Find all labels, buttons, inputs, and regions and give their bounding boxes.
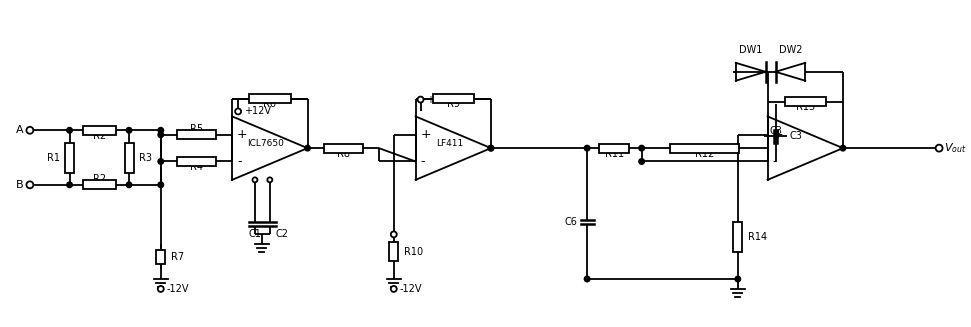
Bar [785, 97, 826, 106]
Circle shape [639, 159, 645, 164]
Text: R11: R11 [605, 149, 624, 159]
Circle shape [26, 181, 33, 188]
Text: -: - [237, 155, 242, 168]
Bar [83, 181, 116, 189]
Bar [733, 222, 742, 252]
Text: +12V: +12V [426, 95, 453, 105]
Circle shape [158, 182, 163, 188]
Text: B: B [17, 180, 24, 190]
Bar [323, 144, 363, 153]
Circle shape [390, 232, 397, 237]
Bar [389, 242, 398, 261]
Circle shape [267, 177, 272, 182]
Text: +: + [237, 128, 248, 141]
Circle shape [585, 276, 590, 282]
Text: R7: R7 [171, 252, 184, 262]
Text: R14: R14 [748, 232, 767, 242]
Text: C1: C1 [249, 229, 261, 239]
Text: -12V: -12V [400, 284, 422, 294]
Text: LF411: LF411 [436, 139, 463, 148]
Text: R9: R9 [447, 99, 459, 110]
Circle shape [735, 276, 741, 282]
Bar [65, 143, 74, 173]
Text: $V_{out}$: $V_{out}$ [944, 141, 967, 155]
Text: -: - [420, 155, 425, 168]
Text: A: A [17, 125, 24, 135]
Circle shape [126, 182, 132, 188]
Circle shape [158, 132, 163, 138]
Circle shape [305, 146, 311, 151]
Circle shape [158, 159, 163, 164]
Text: C6: C6 [564, 217, 577, 227]
Text: C3: C3 [769, 126, 782, 136]
Text: -: - [773, 155, 777, 168]
Text: R5: R5 [190, 124, 203, 134]
Circle shape [126, 128, 132, 133]
Text: R3: R3 [139, 153, 151, 163]
Bar [250, 94, 290, 103]
Circle shape [488, 146, 493, 151]
Bar [599, 144, 629, 153]
Text: R2: R2 [93, 131, 106, 141]
Circle shape [390, 286, 397, 292]
Text: +: + [773, 128, 784, 141]
Bar [177, 130, 217, 139]
Text: R8: R8 [337, 149, 350, 159]
Text: -12V: -12V [167, 284, 189, 294]
Circle shape [158, 128, 163, 133]
Bar [83, 126, 116, 135]
Circle shape [67, 182, 72, 188]
Circle shape [235, 109, 241, 114]
Circle shape [840, 146, 846, 151]
Bar [432, 94, 474, 103]
Circle shape [488, 146, 493, 151]
Text: +12V: +12V [244, 107, 271, 116]
Circle shape [158, 286, 164, 292]
Text: R12: R12 [695, 149, 715, 159]
Text: C3: C3 [789, 131, 802, 142]
Text: ICL7650: ICL7650 [248, 139, 285, 148]
Text: DW1: DW1 [739, 45, 762, 55]
Text: +: + [420, 128, 431, 141]
Circle shape [418, 96, 423, 103]
Text: R4: R4 [190, 163, 203, 172]
Text: DW2: DW2 [779, 45, 802, 55]
Text: R6: R6 [263, 99, 277, 110]
Bar [670, 144, 739, 153]
Circle shape [936, 145, 943, 152]
Text: R13: R13 [795, 102, 815, 112]
Text: R2: R2 [93, 174, 106, 184]
Circle shape [26, 127, 33, 134]
Text: R10: R10 [404, 247, 422, 257]
Text: C2: C2 [276, 229, 288, 239]
Circle shape [67, 128, 72, 133]
Text: R1: R1 [47, 153, 59, 163]
Circle shape [252, 177, 257, 182]
Circle shape [639, 146, 645, 151]
Bar [177, 157, 217, 166]
Bar [124, 143, 133, 173]
Bar [156, 250, 165, 264]
Circle shape [585, 146, 590, 151]
